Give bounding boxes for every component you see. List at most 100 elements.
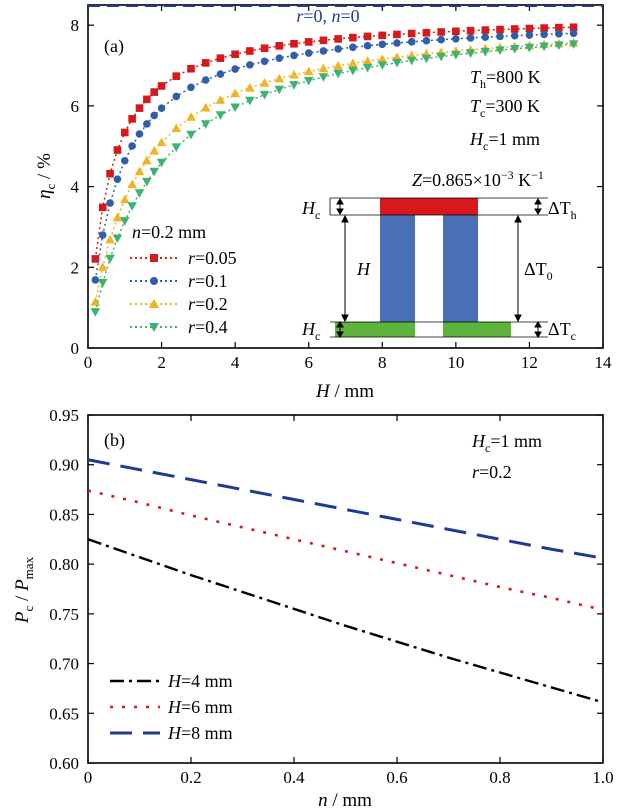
panel-b-ylabel: Pc / Pmax (12, 556, 36, 624)
y-tick-label: 0.65 (49, 704, 79, 723)
legend-entry: r=0.1 (188, 271, 228, 291)
annotation-b-r: r=0.2 (472, 462, 512, 482)
data-point (150, 111, 159, 120)
data-point (422, 28, 431, 37)
x-tick-label: 0.6 (386, 768, 407, 787)
y-tick-label: 0 (71, 339, 80, 358)
data-point (149, 146, 160, 155)
data-point (495, 46, 505, 56)
reference-line-label: r=0, n=0 (296, 6, 359, 26)
data-point (127, 179, 137, 189)
data-point (540, 30, 548, 39)
series-H=8 mm (87, 458, 604, 560)
data-point (105, 254, 115, 264)
data-point (568, 40, 579, 49)
data-point (303, 76, 314, 86)
x-tick-label: 10 (447, 353, 464, 372)
data-point (105, 234, 115, 244)
data-point (377, 61, 388, 70)
data-point (539, 42, 549, 52)
legend-marker (150, 254, 158, 262)
ref-var2: n (332, 6, 341, 26)
data-point (187, 83, 195, 92)
data-point (143, 95, 151, 104)
annotation-tc: Tc=300 K (470, 96, 540, 120)
data-point (290, 51, 298, 60)
panel-a-ylabel: ηc / % (34, 153, 58, 199)
data-point (318, 73, 329, 82)
data-point (215, 111, 226, 120)
panel-a-legend: r=0.05r=0.1r=0.2r=0.4 (130, 248, 237, 337)
legend-val: =0.2 (195, 294, 228, 314)
y-tick-label: 0.60 (49, 754, 79, 773)
data-point (509, 45, 520, 54)
data-point (466, 34, 475, 42)
data-point (377, 54, 388, 63)
data-point (201, 59, 210, 67)
data-point (289, 81, 299, 90)
legend-marker (149, 323, 159, 332)
data-point (171, 123, 182, 133)
panel-b: 0 0.2 0.4 0.6 0.8 1.0 0.60 0.65 0.70 0.75 0.80 0.85… (12, 406, 614, 809)
data-point (274, 73, 285, 83)
data-point (98, 231, 107, 239)
data-point (363, 41, 372, 50)
data-point (333, 69, 343, 79)
data-point (290, 39, 298, 48)
legend-marker (150, 277, 158, 285)
data-point (120, 128, 129, 137)
data-point (157, 104, 166, 113)
data-point (452, 35, 460, 43)
data-point (106, 169, 114, 178)
series-r=0.1 (91, 29, 578, 284)
data-point (524, 43, 535, 53)
inset-label-hc-bottom: Hc (301, 319, 320, 343)
x-tick-label: 0.8 (489, 768, 510, 787)
data-point (98, 203, 107, 212)
data-point (186, 112, 196, 121)
legend-title: n=0.2 mm (132, 222, 206, 242)
data-point (303, 66, 314, 76)
y-tick-label: 0.70 (49, 655, 79, 674)
data-point (334, 35, 342, 43)
data-point (362, 56, 373, 65)
data-point (201, 76, 210, 84)
data-point (245, 82, 255, 92)
legend-val: =6 mm (181, 697, 233, 717)
legend-val: =0.4 (195, 317, 228, 337)
x-tick-label: 1.0 (592, 768, 613, 787)
data-point (112, 234, 123, 244)
data-point (91, 255, 100, 263)
legend-var: H (167, 723, 182, 743)
y-tick-label: 8 (71, 16, 80, 35)
inset-cold-plate-right (443, 322, 511, 337)
data-point (119, 194, 130, 204)
data-point (171, 143, 182, 153)
ref-val2: =0 (341, 6, 360, 26)
x-tick-label: 6 (304, 353, 313, 372)
data-point (407, 38, 416, 46)
data-point (231, 50, 239, 59)
data-point (156, 158, 167, 168)
data-point (259, 78, 270, 87)
annotation-z: Z=0.865×10−3 K−1 (412, 168, 544, 190)
data-point (363, 32, 372, 41)
panel-b-series (87, 458, 604, 704)
y-tick-label: 2 (71, 258, 80, 277)
legend-var: H (167, 697, 182, 717)
y-tick-label: 0.95 (49, 406, 79, 425)
legend-val: =4 mm (181, 671, 233, 691)
data-point (481, 26, 490, 34)
panel-b-frame (87, 414, 604, 764)
data-point (496, 32, 504, 41)
inset-hot-plate (380, 198, 478, 215)
legend-var: r (188, 271, 196, 291)
legend-entry: H=6 mm (167, 697, 233, 717)
x-tick-label: 0.2 (180, 768, 201, 787)
data-point (378, 31, 387, 40)
data-point (289, 70, 299, 79)
data-point (231, 65, 239, 73)
y-tick-label: 0.80 (49, 555, 79, 574)
x-tick-label: 0 (84, 353, 93, 372)
x-tick-label: 2 (157, 353, 166, 372)
